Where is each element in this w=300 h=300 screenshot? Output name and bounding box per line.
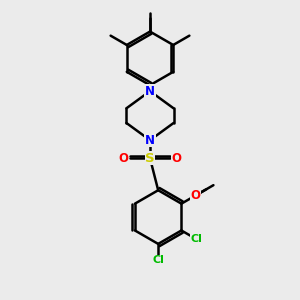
Text: Cl: Cl bbox=[152, 255, 164, 265]
Text: N: N bbox=[145, 85, 155, 98]
Text: O: O bbox=[118, 152, 128, 165]
Text: O: O bbox=[190, 189, 201, 202]
Text: Cl: Cl bbox=[190, 234, 202, 244]
Text: S: S bbox=[145, 152, 155, 165]
Text: O: O bbox=[172, 152, 182, 165]
Text: N: N bbox=[145, 134, 155, 147]
